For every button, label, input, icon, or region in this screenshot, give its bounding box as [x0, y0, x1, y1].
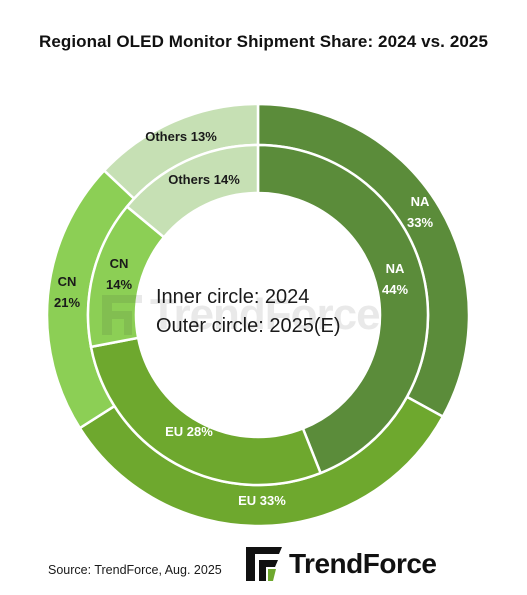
- source-note: Source: TrendForce, Aug. 2025: [48, 563, 222, 577]
- outer-label-cn-value: 21%: [54, 295, 80, 310]
- outer-label-na-name: NA: [411, 194, 430, 209]
- logo-text: TrendForce: [289, 548, 437, 579]
- watermark-text: TrendForce: [150, 290, 381, 339]
- trendforce-logo-icon: [246, 547, 282, 581]
- chart-title: Regional OLED Monitor Shipment Share: 20…: [38, 32, 489, 51]
- inner-label-cn-value: 14%: [106, 277, 132, 292]
- inner-label-na-value: 44%: [382, 282, 408, 297]
- inner-label-others: Others 14%: [168, 172, 240, 187]
- inner-label-cn-name: CN: [110, 256, 129, 271]
- outer-label-na-value: 33%: [407, 215, 433, 230]
- inner-label-na-name: NA: [386, 261, 405, 276]
- outer-label-cn-name: CN: [58, 274, 77, 289]
- outer-label-eu: EU 33%: [238, 493, 286, 508]
- trendforce-logo: TrendForce: [246, 544, 437, 584]
- inner-slice-others: [125, 143, 260, 239]
- center-label-outer: Outer circle: 2025(E): [156, 315, 341, 337]
- inner-ring-2024: [86, 143, 430, 487]
- inner-label-eu: EU 28%: [165, 424, 213, 439]
- watermark-logo-icon: [102, 295, 142, 335]
- slice-labels: NA 44% EU 28% CN 14% Others 14% NA 33% EU 33% CN 2…: [54, 129, 433, 508]
- center-label-inner: Inner circle: 2024: [156, 286, 310, 308]
- watermark: TrendForce: [102, 290, 381, 340]
- inner-slice-na: [256, 143, 430, 475]
- outer-label-others: Others 13%: [145, 129, 217, 144]
